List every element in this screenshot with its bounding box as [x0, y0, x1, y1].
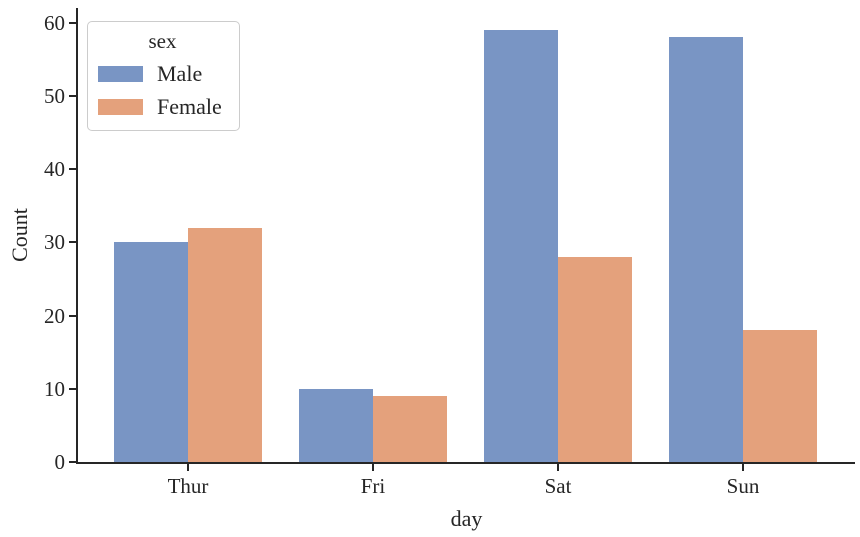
y-tick-label-0: 0: [54, 450, 66, 474]
legend-title: sex: [148, 29, 177, 53]
x-tick-mark-fri: [372, 464, 374, 471]
x-axis-label: day: [450, 506, 483, 531]
x-tick-label-fri: Fri: [360, 474, 386, 498]
legend-label-female: Female: [157, 94, 222, 119]
female-legend-swatch: [98, 99, 143, 115]
legend-row-male: Male: [98, 61, 227, 87]
y-tick-label-50: 50: [44, 83, 65, 108]
bar-female-sat: [558, 257, 632, 462]
legend: sex Male Female: [87, 21, 240, 131]
legend-label-male: Male: [157, 61, 203, 86]
legend-row-female: Female: [98, 94, 227, 120]
bar-male-sat: [484, 30, 558, 462]
y-tick-label-20: 20: [44, 303, 65, 328]
bar-female-sun: [743, 330, 817, 462]
y-tick-mark-10: [69, 387, 76, 390]
y-tick-label-60: 60: [44, 10, 65, 35]
bar-female-fri: [373, 396, 447, 462]
y-tick-mark-20: [69, 314, 76, 317]
y-tick-mark-0: [69, 461, 76, 463]
bar-male-fri: [299, 389, 373, 462]
x-tick-mark-thur: [187, 464, 189, 471]
y-tick-mark-50: [69, 94, 76, 97]
x-tick-mark-sat: [557, 464, 559, 471]
x-tick-label-thur: Thur: [167, 474, 209, 498]
y-tick-label-40: 40: [44, 157, 65, 182]
y-tick-label-10: 10: [44, 376, 65, 401]
x-tick-mark-sun: [742, 464, 744, 471]
y-tick-mark-30: [69, 241, 76, 244]
x-tick-label-sat: Sat: [544, 474, 572, 498]
y-tick-mark-40: [69, 168, 76, 171]
y-tick-mark-60: [69, 21, 76, 24]
bar-male-thur: [114, 242, 188, 462]
bar-female-thur: [188, 228, 262, 462]
y-tick-label-30: 30: [44, 230, 65, 255]
plot-area: day 0 10 20 30 40 50 60 Thur Fri Sat Sun: [44, 8, 855, 531]
bar-male-sun: [669, 37, 743, 462]
male-legend-swatch: [98, 66, 143, 82]
x-tick-label-sun: Sun: [726, 474, 760, 498]
